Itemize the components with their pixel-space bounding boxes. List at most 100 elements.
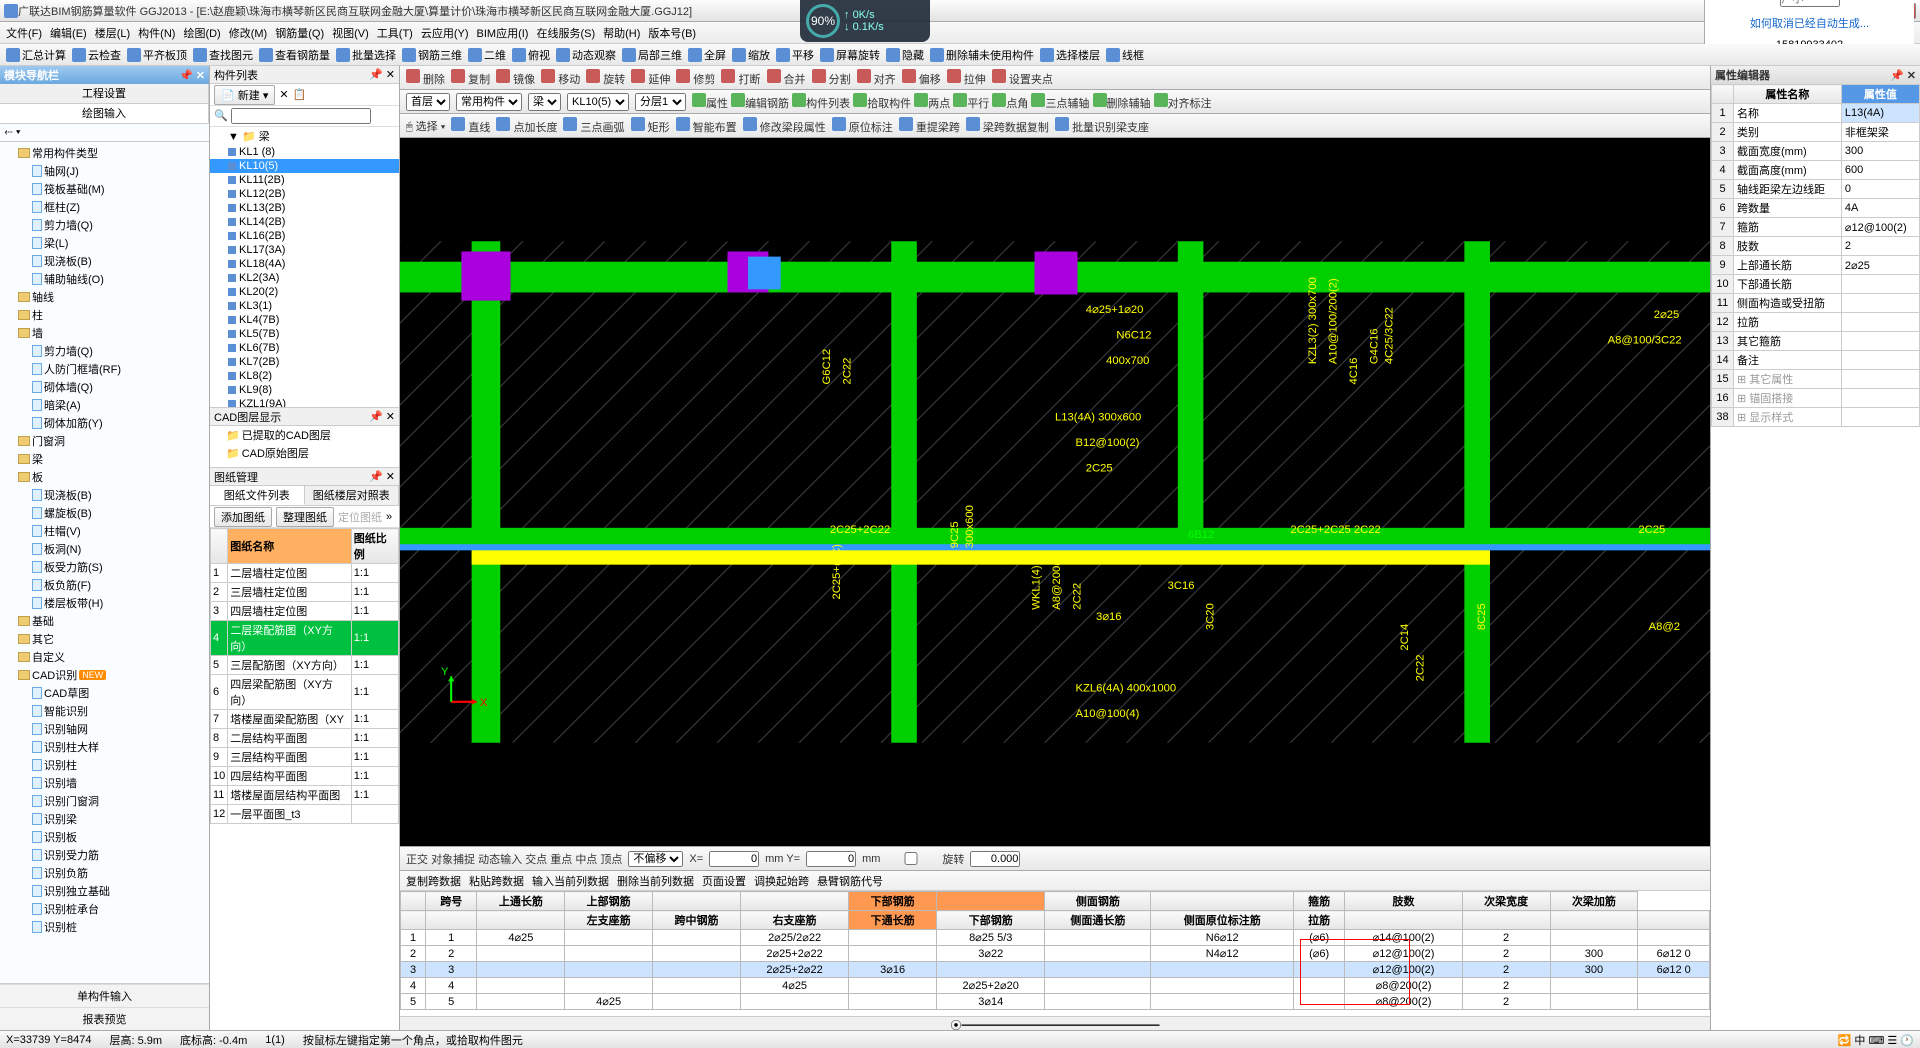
menu-item[interactable]: 在线服务(S) [536, 25, 595, 41]
snap-toggle[interactable]: 重点 [550, 854, 575, 866]
tree-node[interactable]: 墙 [2, 324, 207, 342]
component-item[interactable]: KL6(7B) [210, 341, 399, 355]
ribbon-button[interactable]: 选择楼层 [1040, 47, 1100, 63]
tree-node[interactable]: 识别柱大样 [2, 738, 207, 756]
edit-tool[interactable]: 镜像 [496, 69, 535, 87]
snap-toggle[interactable]: 中点 [575, 854, 600, 866]
edit-tool[interactable]: 复制 [451, 69, 490, 87]
add-drawing-btn[interactable]: 添加图纸 [214, 507, 272, 527]
snap-toggle[interactable]: 顶点 [600, 854, 622, 866]
pin-icon[interactable]: 📌 ✕ [179, 69, 205, 82]
tree-node[interactable]: 其它 [2, 630, 207, 648]
tree-node[interactable]: 剪力墙(Q) [2, 342, 207, 360]
menu-item[interactable]: 工具(T) [377, 25, 413, 41]
edit-tool[interactable]: 旋转 [586, 69, 625, 87]
tab-project-settings[interactable]: 工程设置 [0, 84, 209, 103]
tree-node[interactable]: 筏板基础(M) [2, 180, 207, 198]
grid-tool[interactable]: 输入当前列数据 [532, 873, 609, 889]
search-input[interactable] [1780, 0, 1840, 7]
ribbon-button[interactable]: 查找图元 [193, 47, 253, 63]
tree-node[interactable]: 现浇板(B) [2, 252, 207, 270]
component-item[interactable]: KL2(3A) [210, 271, 399, 285]
delete-icon[interactable]: ✕ [279, 88, 288, 101]
tree-node[interactable]: 识别柱 [2, 756, 207, 774]
drawing-table[interactable]: 图纸名称图纸比例1二层墙柱定位图1:12三层墙柱定位图1:13四层墙柱定位图1:… [210, 528, 399, 824]
tree-node[interactable]: 识别梁 [2, 810, 207, 828]
tree-node[interactable]: 梁(L) [2, 234, 207, 252]
menu-item[interactable]: 帮助(H) [603, 25, 640, 41]
tree-node[interactable]: 砌体墙(Q) [2, 378, 207, 396]
draw-tool[interactable]: 三点画弧 [563, 117, 624, 135]
cad-original-layer[interactable]: 📁 CAD原始图层 [210, 444, 399, 462]
ribbon-button[interactable]: 隐藏 [886, 47, 924, 63]
component-item[interactable]: KL10(5) [210, 159, 399, 173]
tree-node[interactable]: 门窗洞 [2, 432, 207, 450]
drawing-canvas[interactable]: XY 4⌀25+1⌀20N6C12400x700L13(4A) 300x600B… [400, 138, 1710, 846]
component-item[interactable]: KL8(2) [210, 369, 399, 383]
tree-node[interactable]: 识别墙 [2, 774, 207, 792]
grid-tool[interactable]: 复制跨数据 [406, 873, 461, 889]
tree-node[interactable]: 识别板 [2, 828, 207, 846]
edit-tool[interactable]: 延伸 [631, 69, 670, 87]
component-item[interactable]: KL17(3A) [210, 243, 399, 257]
component-item[interactable]: KL13(2B) [210, 201, 399, 215]
component-item[interactable]: KL5(7B) [210, 327, 399, 341]
component-item[interactable]: KL12(2B) [210, 187, 399, 201]
edit-tool[interactable]: 修剪 [676, 69, 715, 87]
tree-node[interactable]: 自定义 [2, 648, 207, 666]
component-search[interactable] [231, 108, 371, 124]
rotate-input[interactable] [970, 851, 1020, 867]
offset-select[interactable]: 不偏移 [628, 851, 683, 867]
tab-draw-input[interactable]: 绘图输入 [0, 104, 209, 123]
menu-item[interactable]: 版本号(B) [648, 25, 696, 41]
grid-tool[interactable]: 删除当前列数据 [617, 873, 694, 889]
tree-node[interactable]: 柱 [2, 306, 207, 324]
edit-tool[interactable]: 删除 [406, 69, 445, 87]
grid-tool[interactable]: 调换起始跨 [754, 873, 809, 889]
sel-tool[interactable]: 编辑钢筋 [728, 98, 789, 110]
tree-node[interactable]: 基础 [2, 612, 207, 630]
x-input[interactable] [709, 851, 759, 867]
component-item[interactable]: KL14(2B) [210, 215, 399, 229]
draw-tool[interactable]: 智能布置 [676, 117, 737, 135]
edit-tool[interactable]: 对齐 [857, 69, 896, 87]
grid-tool[interactable]: 粘贴跨数据 [469, 873, 524, 889]
tree-node[interactable]: 辅助轴线(O) [2, 270, 207, 288]
draw-tool[interactable]: 点加长度 [496, 117, 557, 135]
component-item[interactable]: KL18(4A) [210, 257, 399, 271]
name-select[interactable]: KL10(5) [567, 93, 629, 111]
component-item[interactable]: KL9(8) [210, 383, 399, 397]
menu-item[interactable]: 文件(F) [6, 25, 42, 41]
new-component-button[interactable]: 📄 新建 ▾ [214, 85, 275, 105]
ribbon-button[interactable]: 平移 [776, 47, 814, 63]
rebar-grid[interactable]: 跨号上通长筋上部钢筋下部钢筋侧面钢筋箍筋肢数次梁宽度次梁加筋左支座筋跨中钢筋右支… [400, 891, 1710, 1010]
tree-node[interactable]: 砌体加筋(Y) [2, 414, 207, 432]
organize-drawing-btn[interactable]: 整理图纸 [276, 507, 334, 527]
grid-tool[interactable]: 悬臂钢筋代号 [817, 873, 883, 889]
drawing-file-tab[interactable]: 图纸文件列表 [210, 486, 305, 505]
type-select[interactable]: 常用构件 [456, 93, 522, 111]
draw-tool[interactable]: 重提梁跨 [899, 117, 960, 135]
tree-node[interactable]: 识别受力筋 [2, 846, 207, 864]
tree-node[interactable]: 梁 [2, 450, 207, 468]
tree-node[interactable]: 剪力墙(Q) [2, 216, 207, 234]
tree-node[interactable]: 框柱(Z) [2, 198, 207, 216]
menu-item[interactable]: 绘图(D) [183, 25, 220, 41]
edit-tool[interactable]: 拉伸 [947, 69, 986, 87]
menu-item[interactable]: 编辑(E) [50, 25, 87, 41]
ribbon-button[interactable]: 动态观察 [556, 47, 616, 63]
tree-node[interactable]: 楼层板带(H) [2, 594, 207, 612]
ribbon-button[interactable]: 屏幕旋转 [820, 47, 880, 63]
ribbon-button[interactable]: 俯视 [512, 47, 550, 63]
copy-icon[interactable]: 📋 [293, 88, 307, 101]
snap-toggle[interactable]: 对象捕捉 [431, 854, 478, 866]
tree-node[interactable]: 板受力筋(S) [2, 558, 207, 576]
menu-item[interactable]: 修改(M) [229, 25, 268, 41]
component-item[interactable]: KL1 (8) [210, 145, 399, 159]
ribbon-button[interactable]: 云检查 [72, 47, 121, 63]
sel-tool[interactable]: 平行 [950, 98, 989, 110]
tree-node[interactable]: 板负筋(F) [2, 576, 207, 594]
menu-item[interactable]: 构件(N) [138, 25, 175, 41]
edit-tool[interactable]: 分割 [812, 69, 851, 87]
draw-tool[interactable]: 批量识别梁支座 [1055, 117, 1149, 135]
